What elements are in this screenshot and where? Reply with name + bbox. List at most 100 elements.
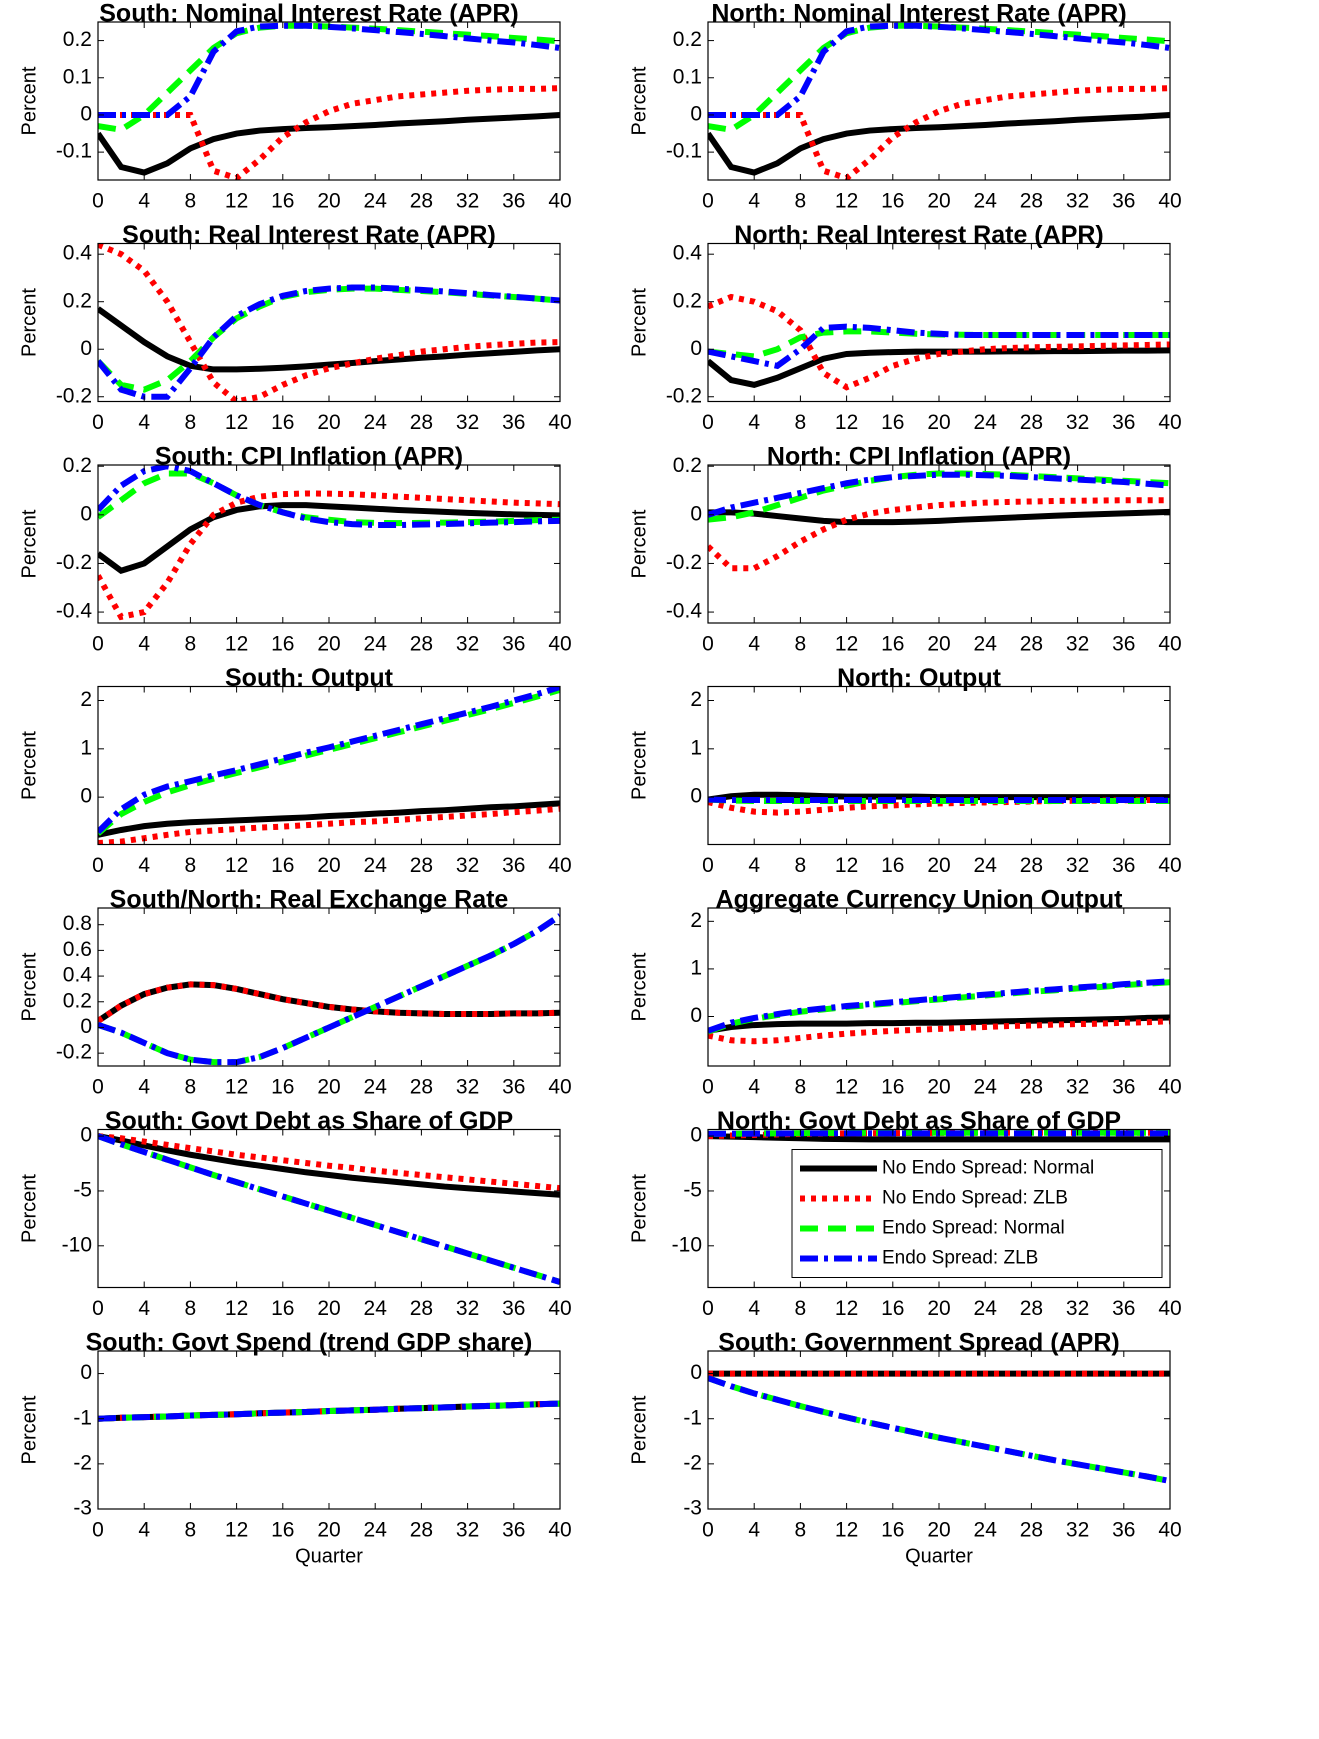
x-tick-label: 28 — [410, 190, 433, 213]
y-tick-label: 1 — [690, 956, 702, 979]
x-tick-label: 32 — [1066, 411, 1089, 434]
y-tick-label: 0 — [80, 337, 92, 360]
y-tick-label: 0.1 — [673, 65, 702, 88]
x-tick-label: 28 — [1020, 1297, 1043, 1320]
x-tick-label: 8 — [795, 633, 807, 656]
series-line — [98, 502, 560, 575]
y-tick-label: 0 — [80, 102, 92, 125]
x-tick-label: 20 — [927, 633, 950, 656]
y-tick-label: -2 — [73, 1451, 92, 1474]
x-tick-label: 36 — [502, 1297, 525, 1320]
series-line — [98, 111, 560, 176]
x-tick-label: 8 — [185, 1297, 197, 1320]
y-tick-label: 0.4 — [63, 242, 93, 265]
x-tick-label: 24 — [974, 854, 998, 877]
x-tick-label: 28 — [410, 411, 433, 434]
x-tick-label: 32 — [1066, 190, 1089, 213]
y-tick-label: 0 — [80, 1015, 92, 1038]
x-tick-label: 40 — [1158, 1297, 1181, 1320]
x-tick-label: 40 — [548, 1076, 571, 1099]
y-axis-label: Percent — [628, 509, 650, 578]
x-tick-label: 36 — [502, 411, 525, 434]
y-axis-label: Percent — [628, 66, 650, 135]
x-tick-label: 8 — [185, 854, 197, 877]
chart-title: South: Output — [225, 664, 394, 692]
x-tick-label: 24 — [364, 633, 388, 656]
series-line — [708, 978, 1170, 1034]
x-tick-label: 8 — [185, 1519, 197, 1542]
x-tick-label: 28 — [1020, 1519, 1043, 1542]
x-tick-label: 40 — [548, 411, 571, 434]
x-tick-label: 0 — [702, 1297, 714, 1320]
plot-area — [98, 22, 560, 180]
y-tick-label: -0.2 — [56, 384, 92, 407]
x-tick-label: 24 — [974, 633, 998, 656]
x-tick-label: 40 — [548, 190, 571, 213]
y-tick-label: 0.8 — [63, 912, 92, 935]
x-tick-label: 12 — [835, 411, 858, 434]
x-tick-label: 36 — [1112, 1297, 1135, 1320]
y-axis-label: Percent — [18, 288, 40, 357]
x-tick-label: 8 — [185, 1076, 197, 1099]
panel: 0 4 8 12 16 20 24 28 32 36 40 -10 -5 0 South: Govt Deb… — [18, 1107, 571, 1320]
series-line — [98, 284, 560, 400]
x-tick-label: 28 — [1020, 854, 1043, 877]
x-tick-label: 0 — [92, 190, 104, 213]
legend-label: Endo Spread: Normal — [882, 1218, 1065, 1239]
x-tick-label: 24 — [974, 1076, 998, 1099]
x-tick-label: 20 — [317, 1297, 340, 1320]
series-line — [98, 686, 560, 835]
y-tick-label: -0.2 — [56, 1041, 92, 1064]
y-axis-label: Percent — [628, 1174, 650, 1243]
x-tick-label: 24 — [364, 1519, 388, 1542]
series-line — [98, 1133, 560, 1192]
chart-title: North: Real Interest Rate (APR) — [734, 221, 1104, 249]
x-tick-label: 36 — [1112, 1519, 1135, 1542]
y-tick-label: 0 — [690, 1004, 702, 1027]
x-tick-label: 16 — [881, 854, 904, 877]
series-line — [98, 1133, 560, 1285]
x-tick-label: 4 — [138, 633, 150, 656]
y-tick-label: 1 — [690, 736, 702, 759]
y-tick-label: -0.4 — [56, 600, 93, 623]
chart-title: South: Government Spread (APR) — [718, 1329, 1119, 1357]
x-tick-label: 32 — [456, 411, 479, 434]
y-tick-label: -2 — [683, 1451, 702, 1474]
x-tick-label: 8 — [795, 190, 807, 213]
y-tick-label: 0 — [690, 785, 702, 808]
x-tick-label: 16 — [271, 1519, 294, 1542]
x-tick-label: 12 — [835, 633, 858, 656]
x-tick-label: 12 — [835, 1076, 858, 1099]
x-tick-label: 32 — [456, 1297, 479, 1320]
y-tick-label: 0.2 — [673, 454, 702, 477]
x-tick-label: 40 — [548, 1519, 571, 1542]
series-line — [708, 111, 1170, 176]
legend-label: No Endo Spread: ZLB — [882, 1188, 1068, 1209]
y-tick-label: 0.2 — [673, 289, 702, 312]
y-tick-label: -0.1 — [56, 140, 92, 163]
x-tick-label: 4 — [138, 190, 150, 213]
legend-label: Endo Spread: ZLB — [882, 1248, 1038, 1269]
y-tick-label: -3 — [683, 1497, 702, 1520]
series-line — [98, 805, 560, 845]
x-tick-label: 36 — [1112, 411, 1135, 434]
x-tick-label: 12 — [225, 190, 248, 213]
x-tick-label: 24 — [364, 190, 388, 213]
x-tick-label: 32 — [1066, 633, 1089, 656]
x-tick-label: 12 — [225, 854, 248, 877]
x-tick-label: 12 — [225, 1297, 248, 1320]
x-tick-label: 8 — [795, 411, 807, 434]
y-tick-label: -0.2 — [666, 384, 702, 407]
x-tick-label: 28 — [1020, 411, 1043, 434]
series-line — [98, 1133, 560, 1285]
x-tick-label: 8 — [795, 1076, 807, 1099]
x-tick-label: 16 — [271, 633, 294, 656]
x-tick-label: 4 — [138, 1519, 150, 1542]
x-tick-label: 16 — [271, 1076, 294, 1099]
x-tick-label: 4 — [748, 1076, 760, 1099]
x-tick-label: 36 — [1112, 190, 1135, 213]
y-tick-label: -0.1 — [666, 140, 702, 163]
y-tick-label: -3 — [73, 1497, 92, 1520]
